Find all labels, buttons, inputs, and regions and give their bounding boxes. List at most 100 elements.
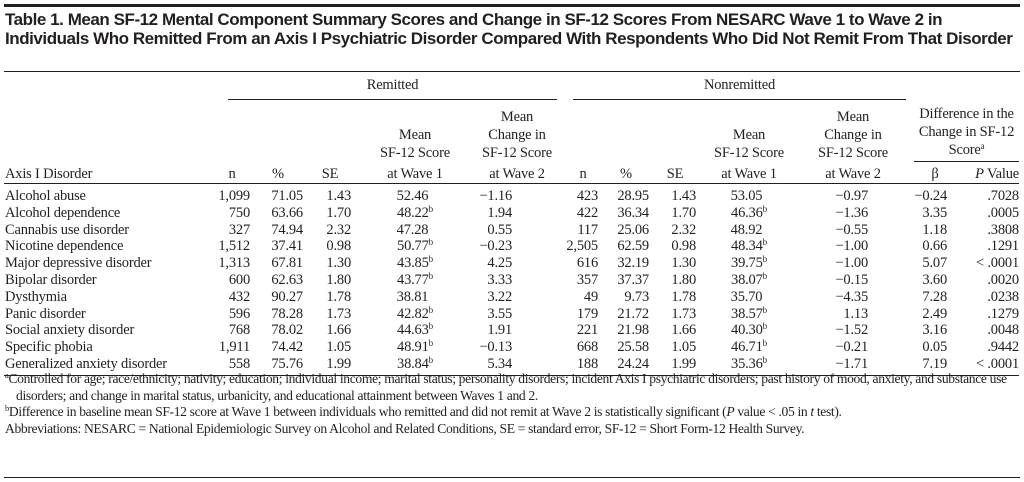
cell-beta: 3.35 <box>922 204 947 221</box>
header-se-nonremitted: SE <box>652 165 698 184</box>
cell-n-n: 188 <box>558 355 600 376</box>
cell-r-mean: 42.82b <box>397 304 433 322</box>
cell-n-mean: 48.34b <box>731 237 768 255</box>
footnote-marker: b <box>762 237 768 248</box>
table-row: Cannabis use disorder 327 74.94 2.32 47.28 0.… <box>4 222 1019 239</box>
cell-n-mean: 38.57b <box>731 304 767 322</box>
cell-r-pct: 62.63 <box>271 271 303 288</box>
cell-n-n: 117 <box>577 221 598 238</box>
cell-n-change: −1.00 <box>835 238 868 255</box>
cell-n-n: 668 <box>576 339 598 356</box>
cell-disorder: Major depressive disorder <box>5 255 152 272</box>
cell-disorder: Bipolar disorder <box>5 271 97 288</box>
cell-n-n: 357 <box>576 271 598 288</box>
header-n-nonremitted: n <box>558 165 600 184</box>
cell-disorder: Nicotine dependence <box>5 238 124 255</box>
cell-n-n: 422 <box>576 204 598 221</box>
cell-r-mean: 44.63b <box>397 321 433 339</box>
cell-n-se: 1.43 <box>671 188 696 204</box>
cell-n-se: 1.66 <box>671 322 696 339</box>
cell-beta: 7.28 <box>922 288 947 305</box>
table-row: Alcohol abuse 1,099 71.05 1.43 52.46 −1.16 423… <box>4 184 1019 205</box>
cell-r-se: 1.05 <box>326 339 351 356</box>
header-mean-change-nonremitted: Mean Change in SF-12 Score <box>818 109 888 161</box>
cell-r-pct: 63.66 <box>271 204 303 221</box>
cell-beta: 2.49 <box>922 305 947 322</box>
cell-n-se: 2.32 <box>671 221 696 238</box>
cell-n-pct: 21.72 <box>617 305 649 322</box>
header-n: n <box>214 165 250 184</box>
header-mean-change: Mean Change in SF-12 Score <box>482 109 552 161</box>
header-mean-change-line4: at Wave 2 <box>476 165 558 184</box>
group-remitted: Remitted <box>214 74 558 105</box>
cell-n-se: 1.78 <box>671 288 696 305</box>
header-se: SE <box>306 165 354 184</box>
cell-n-mean: 53.05 <box>730 188 763 204</box>
cell-beta: 0.66 <box>922 238 947 255</box>
cell-r-n: 600 <box>228 271 250 288</box>
cell-r-n: 1,099 <box>218 188 250 204</box>
cell-r-n: 596 <box>228 305 250 322</box>
cell-r-change: 3.22 <box>487 288 512 305</box>
cell-r-change: 1.91 <box>487 322 512 339</box>
cell-n-se: 1.99 <box>652 355 698 376</box>
cell-disorder: Alcohol dependence <box>5 204 121 221</box>
cell-n-pct: 25.06 <box>617 221 649 238</box>
header-p-value: P Value <box>954 165 1019 184</box>
table-row: Social anxiety disorder 768 78.02 1.66 44.63… <box>4 322 1019 339</box>
cell-n-se: 1.30 <box>671 255 696 272</box>
table-row: Generalized anxiety disorder 558 75.76 1.99… <box>4 355 1019 376</box>
footnote-a: aControlled for age; race/ethnicity; nat… <box>5 370 1007 403</box>
footnote-b: bDifference in baseline mean SF-12 score… <box>5 403 842 419</box>
table-row: Major depressive disorder 1,313 67.81 1.30 4… <box>4 255 1019 272</box>
cell-disorder: Generalized anxiety disorder <box>4 355 214 376</box>
footnote-marker: b <box>762 270 768 281</box>
cell-disorder: Social anxiety disorder <box>5 322 135 339</box>
cell-disorder: Specific phobia <box>5 339 93 356</box>
cell-beta: 0.05 <box>922 339 947 356</box>
cell-r-se: 1.70 <box>326 204 351 221</box>
cell-r-pct: 78.02 <box>271 322 303 339</box>
cell-r-n: 1,512 <box>218 238 250 255</box>
footnote-marker: b <box>428 237 434 248</box>
cell-n-n: 423 <box>576 188 598 204</box>
cell-n-mean: 35.36b <box>698 355 800 376</box>
cell-r-change: 3.33 <box>487 271 512 288</box>
cell-n-mean: 39.75b <box>731 254 767 272</box>
table-row: Dysthymia 432 90.27 1.78 38.81 3.22 49 9.73 1.78… <box>4 289 1019 306</box>
cell-n-change: −0.55 <box>835 221 868 238</box>
top-rule <box>4 4 1020 7</box>
cell-p: .0005 <box>987 204 1019 221</box>
cell-r-mean: 48.22b <box>397 203 433 221</box>
cell-p: .0048 <box>987 322 1019 339</box>
cell-n-mean: 48.92 <box>730 221 763 238</box>
cell-r-pct: 74.94 <box>271 221 303 238</box>
cell-n-pct: 21.98 <box>617 322 649 339</box>
cell-n-pct: 28.95 <box>617 188 649 204</box>
cell-n-change: −1.71 <box>800 355 906 376</box>
cell-r-mean: 43.77b <box>397 270 433 288</box>
table-row: Bipolar disorder 600 62.63 1.80 43.77b 3.33 35… <box>4 270 1019 289</box>
cell-r-change: 3.55 <box>487 305 512 322</box>
cell-disorder: Dysthymia <box>5 288 67 305</box>
cell-beta: 1.18 <box>922 221 947 238</box>
cell-disorder: Alcohol abuse <box>5 188 86 204</box>
bottom-rule <box>4 477 1020 478</box>
cell-r-se: 1.66 <box>326 322 351 339</box>
cell-r-se: 1.78 <box>326 288 351 305</box>
cell-beta: −0.24 <box>914 188 947 204</box>
cell-r-n: 1,911 <box>218 339 250 356</box>
cell-p: .1279 <box>987 305 1019 322</box>
cell-beta: 7.19 <box>906 355 954 376</box>
cell-n-n: 49 <box>583 288 598 305</box>
cell-r-mean: 50.77b <box>397 237 434 255</box>
cell-n-pct: 62.59 <box>617 238 649 255</box>
cell-r-n: 768 <box>228 322 250 339</box>
cell-disorder: Panic disorder <box>5 305 86 322</box>
cell-r-se: 2.32 <box>326 221 351 238</box>
cell-n-n: 179 <box>576 305 598 322</box>
cell-r-change: 1.94 <box>487 204 512 221</box>
cell-r-mean: 38.81 <box>396 288 429 305</box>
header-difference: Difference in the Change in SF-12 Scorea <box>906 105 1019 165</box>
footnote-marker: b <box>762 203 768 214</box>
